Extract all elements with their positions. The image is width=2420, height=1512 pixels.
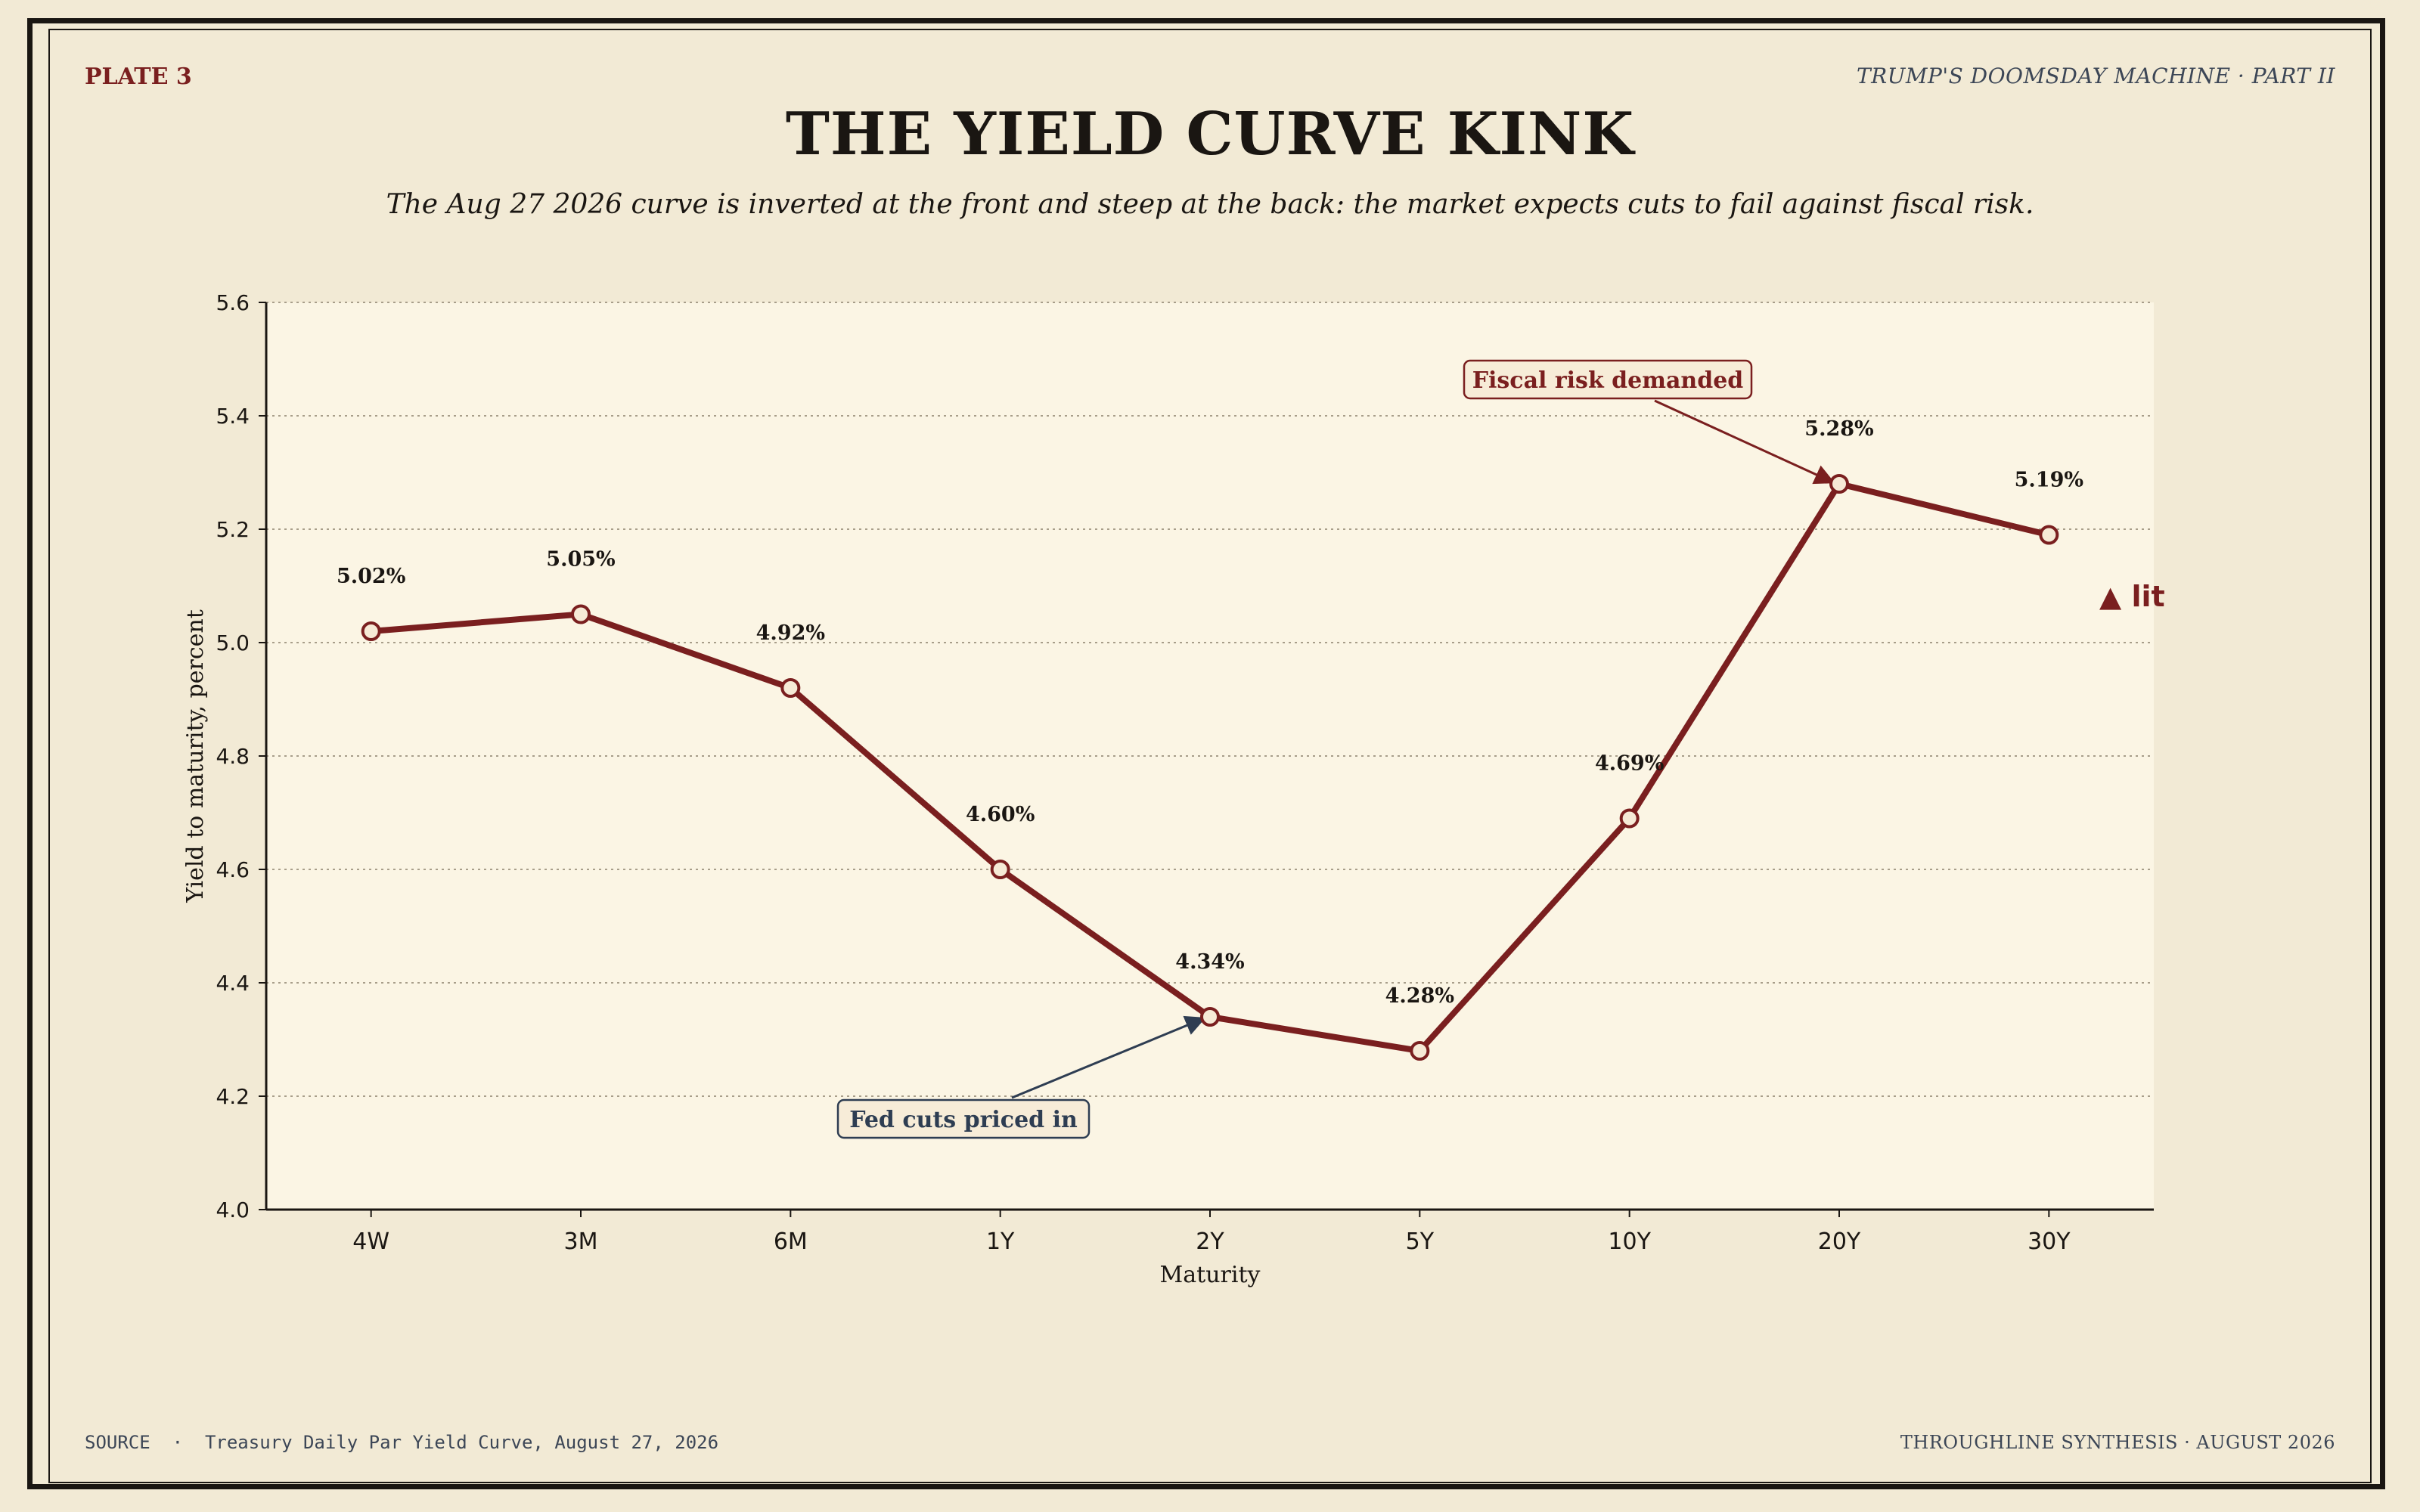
plate-label: PLATE 3	[85, 64, 192, 90]
fiscal-risk-arrow	[1654, 399, 1835, 485]
data-point	[1619, 808, 1640, 829]
chart-title: THE YIELD CURVE KINK	[785, 100, 1635, 169]
x-tick-label: 20Y	[1818, 1228, 1861, 1255]
y-tick-label: 4.2	[216, 1084, 250, 1109]
data-point	[361, 621, 381, 641]
x-tick-label: 10Y	[1608, 1228, 1651, 1255]
y-tick-label: 5.2	[216, 517, 250, 542]
x-tick-label: 30Y	[2028, 1228, 2071, 1255]
data-point	[571, 604, 591, 624]
y-tick-label: 4.8	[216, 744, 250, 769]
data-label: 4.69%	[1595, 752, 1664, 776]
x-axis-label: Maturity	[1160, 1262, 1261, 1288]
x-tick-label: 2Y	[1196, 1228, 1224, 1255]
x-tick-label: 4W	[352, 1228, 389, 1255]
data-point	[2039, 525, 2059, 545]
fed-cuts-annotation-box	[836, 1098, 1091, 1139]
data-label: 4.28%	[1385, 984, 1454, 1008]
x-tick-label: 5Y	[1406, 1228, 1435, 1255]
x-tick-label: 6M	[774, 1228, 808, 1255]
y-tick-label: 5.4	[216, 404, 250, 429]
data-label: 4.92%	[756, 621, 825, 645]
inner-frame	[48, 29, 2372, 1483]
data-point	[1200, 1007, 1220, 1027]
data-label: 4.60%	[966, 803, 1035, 826]
data-point	[1829, 474, 1849, 494]
y-tick-label: 5.0	[216, 631, 250, 655]
data-label: 5.02%	[337, 565, 405, 588]
data-point	[990, 860, 1010, 879]
lit-annotation: ▲ lit	[2099, 580, 2165, 613]
fiscal-risk-annotation-label: Fiscal risk demanded	[1472, 367, 1744, 394]
series-label: TRUMP'S DOOMSDAY MACHINE · PART II	[1857, 64, 2335, 88]
credit-note: THROUGHLINE SYNTHESIS · AUGUST 2026	[1900, 1432, 2335, 1453]
data-label: 4.34%	[1175, 950, 1244, 974]
fed-cuts-annotation-label: Fed cuts priced in	[849, 1107, 1078, 1133]
fiscal-risk-annotation-box	[1463, 359, 1753, 400]
data-label: 5.28%	[1804, 417, 1873, 441]
y-axis-label: Yield to maturity, percent	[182, 609, 209, 903]
x-tick-label: 3M	[564, 1228, 598, 1255]
data-label: 5.19%	[2015, 469, 2083, 492]
y-tick-label: 5.6	[216, 290, 250, 315]
fed-cuts-arrow	[1011, 1015, 1206, 1099]
x-tick-label: 1Y	[986, 1228, 1015, 1255]
outer-frame	[27, 18, 2385, 1489]
y-tick-label: 4.4	[216, 971, 250, 996]
chart-subtitle: The Aug 27 2026 curve is inverted at the…	[386, 189, 2034, 220]
y-tick-label: 4.0	[216, 1198, 250, 1222]
data-point	[780, 678, 801, 698]
data-point	[1410, 1041, 1430, 1061]
y-tick-label: 4.6	[216, 857, 250, 882]
source-note: SOURCE · Treasury Daily Par Yield Curve,…	[85, 1432, 719, 1453]
data-label: 5.05%	[546, 548, 615, 572]
